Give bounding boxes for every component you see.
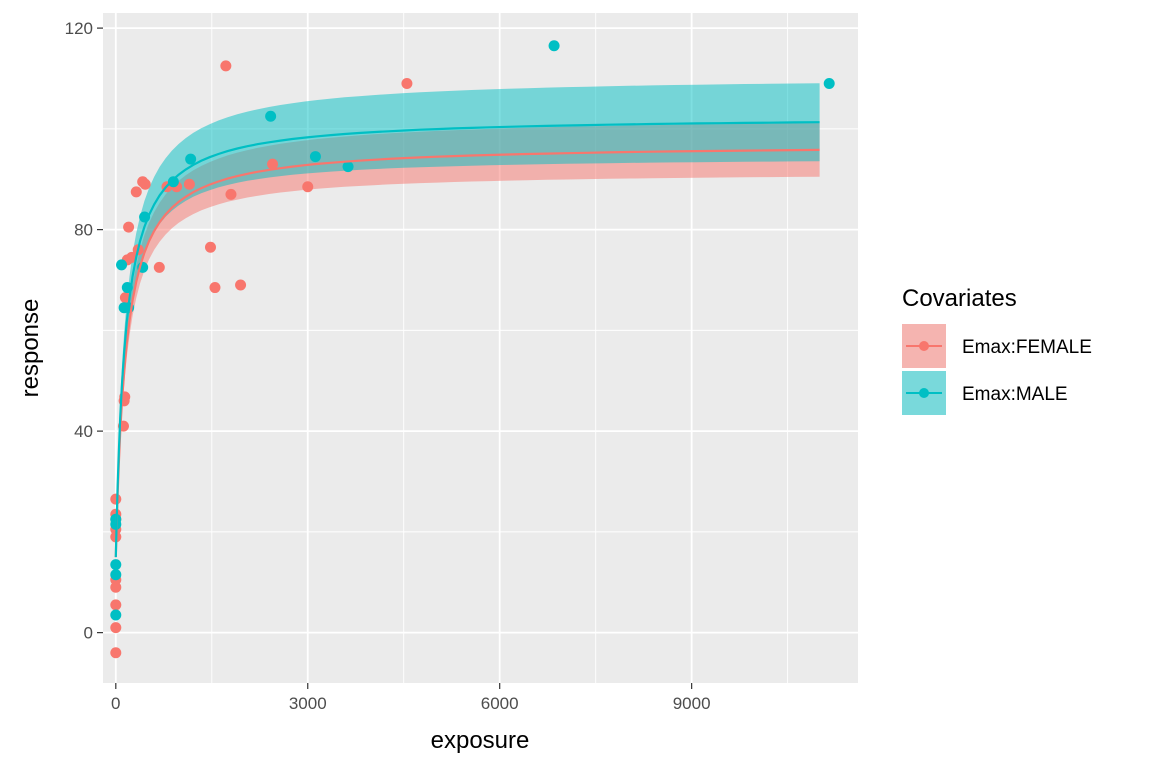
data-point-male <box>167 176 179 188</box>
data-point-female <box>139 178 151 190</box>
data-point-male <box>265 110 277 122</box>
fit-line-male <box>114 121 820 558</box>
data-point-female <box>225 188 237 200</box>
data-point-female <box>110 622 122 634</box>
data-point-male <box>823 78 835 90</box>
data-point-female <box>401 78 413 90</box>
confidence-band-male <box>115 83 820 573</box>
data-point-female <box>110 599 122 611</box>
data-point-female <box>126 251 138 263</box>
data-point-male <box>185 153 197 165</box>
data-points <box>110 40 835 659</box>
data-point-male <box>309 151 321 163</box>
data-point-male <box>110 569 122 581</box>
data-point-male <box>110 609 122 621</box>
x-tick-label: 3000 <box>289 694 327 713</box>
data-point-male <box>548 40 560 52</box>
confidence-band-female <box>115 123 820 568</box>
legend-key-female <box>902 324 946 368</box>
y-tick-label: 0 <box>84 624 93 643</box>
data-point-female <box>209 282 221 294</box>
data-point-female <box>302 181 314 193</box>
y-axis-ticks: 0 40 80 120 <box>65 19 103 643</box>
data-point-female <box>123 221 135 233</box>
data-point-female <box>110 647 122 659</box>
data-point-female <box>235 279 247 291</box>
y-tick-label: 80 <box>74 221 93 240</box>
data-point-male <box>116 259 128 271</box>
legend-key-male <box>902 371 946 415</box>
y-tick-label: 120 <box>65 19 93 38</box>
legend-title: Covariates <box>902 285 1017 312</box>
x-tick-label: 0 <box>111 694 120 713</box>
x-axis-ticks: 0 3000 6000 9000 <box>111 683 711 713</box>
fit-line-female <box>114 148 820 558</box>
data-point-female <box>204 241 216 253</box>
data-point-male <box>342 161 354 173</box>
fit-lines <box>114 121 820 558</box>
data-point-female <box>183 178 195 190</box>
data-point-female <box>130 186 142 198</box>
x-tick-label: 6000 <box>481 694 519 713</box>
y-tick-label: 40 <box>74 422 93 441</box>
legend-label-female: Emax:FEMALE <box>962 337 1092 358</box>
data-point-female <box>220 60 232 72</box>
x-axis-title: exposure <box>431 727 530 754</box>
data-point-male <box>110 559 122 571</box>
data-point-female <box>110 493 122 505</box>
x-tick-label: 9000 <box>673 694 711 713</box>
data-point-female <box>153 261 165 273</box>
data-point-female <box>110 581 122 593</box>
y-axis-title: response <box>17 299 44 398</box>
legend: Covariates Emax:FEMALE Emax:MALE <box>902 285 1092 415</box>
data-point-female <box>267 158 279 170</box>
legend-label-male: Emax:MALE <box>962 384 1068 405</box>
confidence-bands <box>115 83 820 573</box>
